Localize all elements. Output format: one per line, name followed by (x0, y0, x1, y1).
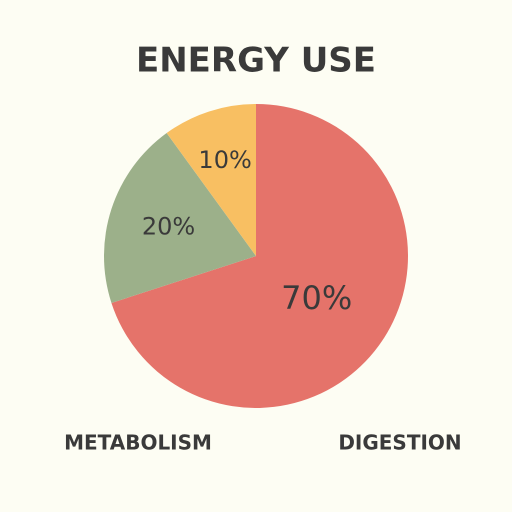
value-label: 70% (281, 279, 352, 317)
value-label: 10% (198, 146, 251, 174)
value-label: 20% (142, 213, 195, 241)
pie-slice (166, 104, 256, 256)
pie-slice (111, 104, 409, 409)
category-label: DIGESTION (338, 431, 461, 455)
pie-slice (103, 133, 256, 303)
category-label: METABOLISM (64, 431, 212, 455)
chart-title: ENERGY USE (136, 41, 376, 81)
